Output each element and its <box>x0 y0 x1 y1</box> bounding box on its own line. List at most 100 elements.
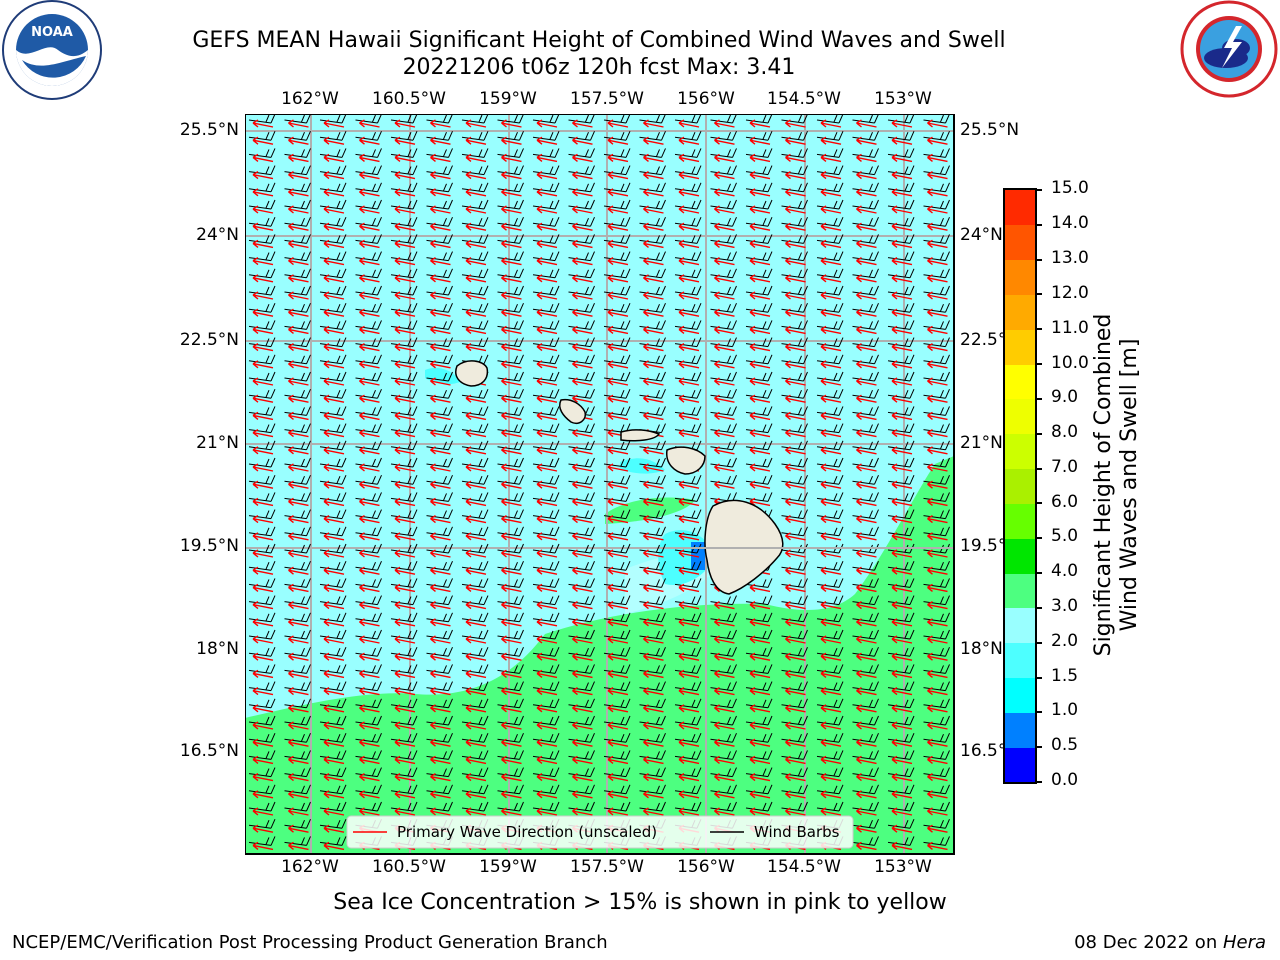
wind-barb <box>745 612 773 623</box>
wave-arrow <box>785 807 806 816</box>
wind-barb <box>426 130 453 141</box>
wind-barb <box>887 560 915 571</box>
wind-barb <box>461 285 489 296</box>
wind-barbs-layer <box>248 114 950 846</box>
wave-arrow <box>323 532 345 541</box>
wave-arrow <box>288 549 309 558</box>
wind-barb <box>639 337 666 348</box>
wave-arrow <box>288 497 309 507</box>
wave-arrow <box>820 549 842 558</box>
wave-arrow <box>785 669 806 679</box>
wave-arrow <box>536 807 558 816</box>
wave-arrow <box>714 738 735 747</box>
wave-arrow <box>785 188 806 197</box>
wind-barb <box>248 715 276 726</box>
wave-arrow <box>501 291 522 300</box>
wave-arrow <box>749 738 771 747</box>
wind-barb <box>674 509 702 520</box>
wind-barb <box>461 801 489 812</box>
wave-arrow <box>252 205 274 214</box>
wave-arrow <box>607 188 629 197</box>
wave-arrow <box>465 153 487 163</box>
wave-arrow <box>927 136 948 145</box>
colorbar-cell <box>1005 712 1035 748</box>
wave-arrow <box>714 394 735 403</box>
wave-arrow <box>572 463 593 472</box>
wind-barb <box>781 216 808 227</box>
lon-label-top-159w: 159°W <box>479 89 537 109</box>
wind-barb <box>319 251 347 262</box>
wave-arrow <box>252 824 274 833</box>
wind-barb <box>497 406 524 416</box>
wind-barb <box>816 302 844 313</box>
wind-barb <box>568 354 595 365</box>
wave-arrow <box>536 239 558 249</box>
wind-barb <box>248 165 276 176</box>
wind-barb <box>319 560 347 571</box>
wave-arrow <box>820 428 842 438</box>
wind-barb <box>710 474 737 485</box>
wave-arrow <box>430 342 451 352</box>
wind-barb <box>461 560 489 571</box>
wind-barb <box>248 388 276 399</box>
wave-arrow <box>359 342 380 352</box>
wind-barb <box>390 371 418 382</box>
wind-barb <box>745 199 773 210</box>
wave-arrow <box>820 532 842 541</box>
wind-barb <box>674 423 702 434</box>
wave-arrow <box>288 170 309 180</box>
lat-label-left-24n: 24°N <box>196 225 239 245</box>
wave-arrow <box>501 686 522 696</box>
wind-barb <box>284 784 311 795</box>
wave-arrow <box>643 153 664 163</box>
wind-barb <box>852 302 879 313</box>
wave-arrow <box>891 291 913 300</box>
wind-barb <box>532 388 560 399</box>
wind-barb <box>319 130 347 141</box>
wave-arrow <box>394 377 416 386</box>
colorbar-tick-mark <box>1035 676 1042 679</box>
colorbar-cell <box>1005 259 1035 295</box>
wind-barb <box>248 251 276 262</box>
wind-barb <box>887 302 915 313</box>
wave-arrow <box>607 291 629 300</box>
wind-barb <box>461 578 489 588</box>
wind-barb <box>532 560 560 571</box>
wind-barb <box>603 251 631 262</box>
wind-barb <box>248 767 276 778</box>
wind-barb <box>319 509 347 520</box>
wave-arrow <box>288 738 309 747</box>
wave-arrow <box>572 669 593 679</box>
cb-tick-11-0: 11.0 <box>1051 318 1089 338</box>
wind-barb <box>745 474 773 485</box>
wave-arrow <box>430 686 451 696</box>
wave-arrow <box>252 669 274 679</box>
wind-barb <box>319 698 347 709</box>
wave-arrow <box>749 772 771 782</box>
wave-arrow <box>252 136 274 145</box>
wave-arrow <box>927 755 948 765</box>
wave-arrow <box>927 772 948 782</box>
wave-arrow <box>572 807 593 816</box>
wave-arrow <box>749 480 771 489</box>
wave-arrow <box>749 394 771 403</box>
wind-barb <box>284 165 311 176</box>
lon-label-top-162w: 162°W <box>281 89 339 109</box>
footer-producer: NCEP/EMC/Verification Post Processing Pr… <box>12 932 608 953</box>
wave-arrow <box>749 446 771 455</box>
wave-arrow <box>856 325 877 335</box>
wave-arrow <box>288 274 309 283</box>
wave-arrow <box>856 377 877 386</box>
wave-arrow <box>643 188 664 197</box>
wind-barb <box>390 440 418 451</box>
wind-barb <box>355 371 382 382</box>
wind-barb <box>887 801 915 812</box>
wave-arrow <box>572 394 593 403</box>
wind-barb <box>923 750 950 760</box>
wave-arrow <box>820 153 842 163</box>
wind-barb <box>639 509 666 520</box>
wind-barb <box>390 612 418 623</box>
wave-arrow <box>359 807 380 816</box>
wave-arrow <box>572 342 593 352</box>
wind-barb <box>923 440 950 451</box>
